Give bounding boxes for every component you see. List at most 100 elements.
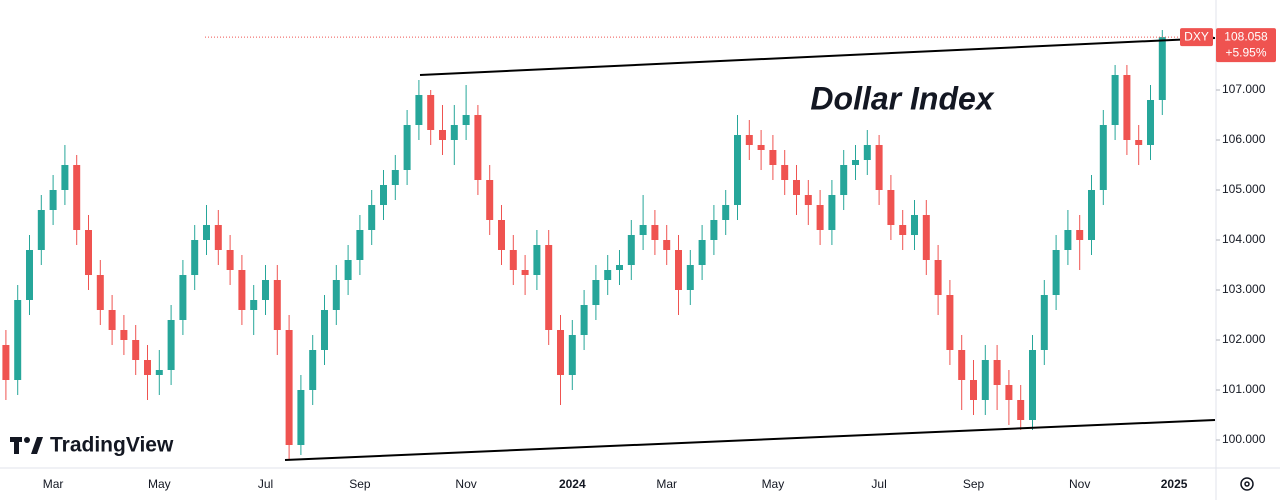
settings-button[interactable]	[1240, 477, 1254, 491]
candle-body	[344, 260, 352, 280]
candle-body	[391, 170, 399, 185]
candle-body	[651, 225, 659, 240]
candle-body	[781, 165, 789, 180]
candle-body	[262, 280, 269, 300]
candle-body	[722, 205, 730, 220]
candle-body	[2, 345, 10, 380]
candle-body	[14, 300, 22, 380]
candle-body	[509, 250, 517, 270]
candle-body	[474, 115, 482, 180]
candle-body	[450, 125, 458, 140]
candle-body	[285, 330, 293, 445]
candle-body	[899, 225, 907, 235]
x-tick-label: Mar	[656, 477, 677, 491]
x-tick-label: Sep	[963, 477, 985, 491]
candle-body	[769, 150, 777, 165]
candle-body	[970, 380, 977, 400]
candle-body	[804, 195, 812, 205]
candle-body	[580, 305, 588, 335]
candle-body	[993, 360, 1001, 385]
candle-body	[710, 220, 718, 240]
candle-body	[439, 130, 446, 140]
candle-body	[179, 275, 187, 320]
candle-body	[226, 250, 234, 270]
candle-body	[73, 165, 81, 230]
candle-body	[663, 240, 671, 250]
plot	[2, 30, 1215, 460]
change-label: +5.95%	[1225, 45, 1266, 59]
candle-body	[1017, 400, 1025, 420]
candle-body	[698, 240, 706, 265]
watermark: TradingView	[50, 434, 174, 457]
candle-body	[639, 225, 647, 235]
candle-body	[49, 190, 57, 210]
price-tag	[1216, 28, 1276, 63]
candle-body	[238, 270, 246, 310]
candle-body	[734, 135, 741, 205]
candle-body	[545, 245, 553, 330]
candle-body	[1088, 190, 1095, 240]
y-tick-label: 103.000	[1222, 282, 1266, 296]
x-tick-label: Jul	[871, 477, 886, 491]
symbol-tag	[1180, 28, 1213, 47]
candle-body	[828, 195, 836, 230]
candle-body	[250, 300, 258, 310]
x-tick-label: Nov	[455, 477, 476, 491]
candle-body	[1029, 350, 1036, 420]
candle-body	[616, 265, 623, 270]
last-price-label: 108.058	[1224, 29, 1268, 43]
candle-body	[427, 95, 435, 130]
candle-body	[557, 330, 564, 375]
upper-trend-line	[419, 37, 1216, 76]
candle-body	[1076, 230, 1084, 240]
candle-body	[486, 180, 494, 220]
candle-body	[793, 180, 800, 195]
candle-body	[380, 185, 387, 205]
candle-body	[840, 165, 848, 195]
candle-body	[922, 215, 930, 260]
candle-body	[297, 390, 305, 445]
candle-body	[1099, 125, 1107, 190]
y-tick-label: 102.000	[1222, 332, 1266, 346]
candle-body	[911, 215, 918, 235]
candle-body	[1123, 75, 1131, 140]
candle-body	[214, 225, 222, 250]
x-tick-label: Nov	[1069, 477, 1090, 491]
candle-body	[981, 360, 989, 400]
candle-body	[745, 135, 753, 145]
candle-body	[403, 125, 411, 170]
x-tick-label: May	[148, 477, 171, 491]
candle-body	[875, 145, 883, 190]
candle-body	[1040, 295, 1048, 350]
candle-body	[675, 250, 682, 290]
candle-body	[1111, 75, 1119, 125]
candle-body	[203, 225, 210, 240]
candle-body	[533, 245, 541, 275]
candle-body	[521, 270, 529, 275]
candle-body	[120, 330, 128, 340]
x-tick-label: May	[762, 477, 785, 491]
candle-body	[356, 230, 364, 260]
candle-body	[946, 295, 954, 350]
candle-body	[498, 220, 505, 250]
y-tick-label: 106.000	[1222, 132, 1266, 146]
candle-body	[61, 165, 69, 190]
y-tick-label: 101.000	[1222, 382, 1266, 396]
x-tick-label: Jul	[258, 477, 273, 491]
candle-body	[627, 235, 635, 265]
x-tick-label: 2025	[1161, 477, 1188, 491]
symbol-label: DXY	[1184, 29, 1209, 43]
x-tick-label: Mar	[43, 477, 64, 491]
y-tick-label: 100.000	[1222, 432, 1266, 446]
lower-trend-line	[284, 419, 1216, 461]
candle-body	[37, 210, 45, 250]
candle-body	[309, 350, 317, 390]
candle-body	[757, 145, 765, 150]
y-tick-label: 104.000	[1222, 232, 1266, 246]
x-tick-label: 2024	[559, 477, 586, 491]
candle-body	[934, 260, 942, 295]
candle-body	[1052, 250, 1060, 295]
candle-body	[852, 160, 859, 165]
